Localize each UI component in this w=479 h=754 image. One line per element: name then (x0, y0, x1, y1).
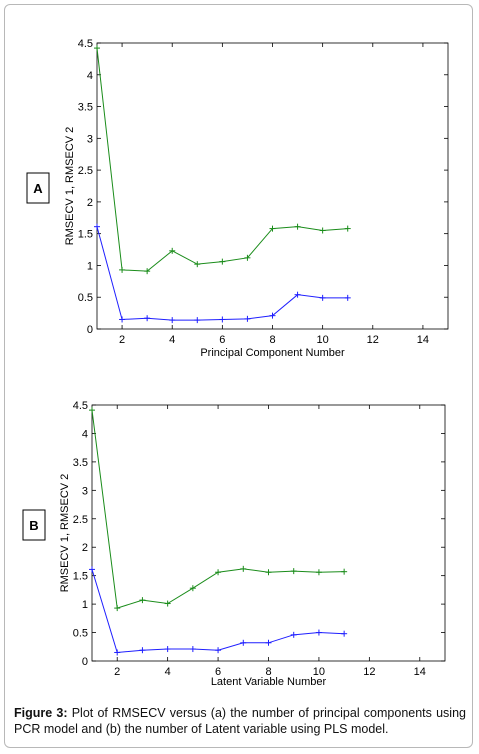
y-axis-label: RMSECV 1, RMSECV 2 (64, 127, 76, 246)
x-tick-label: 2 (119, 334, 125, 346)
y-axis-label: RMSECV 1, RMSECV 2 (59, 474, 71, 593)
data-point-marker (269, 312, 276, 319)
data-point-marker (219, 258, 226, 265)
x-tick-label: 4 (165, 666, 171, 678)
y-tick-label: 4.5 (78, 38, 93, 50)
series-line-2 (96, 226, 348, 321)
data-point-marker (319, 227, 326, 234)
data-point-marker (240, 639, 247, 646)
data-point-marker (319, 294, 326, 301)
data-point-marker (215, 647, 222, 654)
series-line-1 (91, 410, 345, 609)
data-point-marker (139, 647, 146, 654)
data-point-marker (344, 225, 351, 232)
y-tick-label: 1.5 (73, 571, 88, 583)
caption-label: Figure 3: (14, 706, 68, 720)
y-tick-label: 3 (87, 133, 93, 145)
x-tick-label: 12 (367, 334, 379, 346)
data-point-marker (169, 247, 176, 254)
y-tick-label: 3 (82, 485, 88, 497)
data-point-marker (144, 268, 151, 275)
data-point-marker (269, 225, 276, 232)
panel-label-box (22, 509, 46, 541)
data-point-marker (265, 639, 272, 646)
y-tick-label: 4.5 (73, 400, 88, 412)
data-point-marker (139, 597, 146, 604)
y-tick-label: 3.5 (73, 457, 88, 469)
figure-caption: Figure 3: Plot of RMSECV versus (a) the … (14, 705, 466, 737)
data-point-marker (244, 315, 251, 322)
data-point-marker (114, 605, 121, 612)
y-tick-label: 2.5 (78, 165, 93, 177)
data-point-marker (315, 629, 322, 636)
x-tick-label: 8 (265, 666, 271, 678)
plot-area (96, 42, 449, 330)
data-point-marker (244, 254, 251, 261)
x-tick-label: 4 (169, 334, 175, 346)
data-point-marker (169, 317, 176, 324)
data-point-marker (89, 566, 95, 573)
y-tick-label: 0.5 (78, 292, 93, 304)
data-point-marker (215, 569, 222, 576)
data-point-marker (294, 291, 301, 298)
chart-b: 0 0.5 1 1.5 2 2.5 3 3.5 4 4.5 2 4 6 8 10 12 14 Latent Var… (22, 400, 446, 688)
y-tick-label: 0 (82, 656, 88, 668)
y-tick-label: 2.5 (73, 514, 88, 526)
x-tick-label: 10 (317, 334, 329, 346)
data-point-marker (290, 631, 297, 638)
data-point-marker (94, 223, 100, 230)
data-point-marker (341, 630, 348, 637)
x-tick-label: 14 (417, 334, 429, 346)
series-line-1 (96, 48, 348, 272)
caption-text: Plot of RMSECV versus (a) the number of … (14, 706, 466, 736)
data-point-marker (189, 585, 196, 592)
y-tick-label: 1 (82, 599, 88, 611)
y-tick-label: 2 (87, 197, 93, 209)
data-point-marker (315, 569, 322, 576)
y-tick-label: 1.5 (78, 229, 93, 241)
data-point-marker (265, 569, 272, 576)
data-point-marker (194, 261, 201, 268)
x-tick-label: 14 (414, 666, 426, 678)
data-point-marker (119, 316, 126, 323)
x-tick-label: 10 (313, 666, 325, 678)
y-tick-label: 4 (87, 70, 93, 82)
chart-a: 0 0.5 1 1.5 2 2.5 3 3.5 4 4.5 2 4 6 8 10 12 14 Principal … (26, 38, 449, 359)
figure-frame (4, 4, 473, 748)
data-point-marker (240, 565, 247, 572)
x-tick-label: 2 (114, 666, 120, 678)
data-point-marker (144, 315, 151, 322)
data-point-marker (164, 646, 171, 653)
x-tick-label: 6 (215, 666, 221, 678)
panel-label: B (29, 518, 38, 533)
data-point-marker (194, 317, 201, 324)
data-point-marker (294, 223, 301, 230)
data-point-marker (114, 649, 121, 656)
y-tick-label: 3.5 (78, 102, 93, 114)
data-point-marker (164, 600, 171, 607)
data-point-marker (219, 316, 226, 323)
data-point-marker (341, 568, 348, 575)
data-point-marker (119, 266, 126, 273)
data-point-marker (89, 407, 95, 414)
series-line-2 (91, 569, 345, 654)
x-tick-label: 6 (219, 334, 225, 346)
panel-label-box (26, 172, 50, 204)
x-axis-label: Latent Variable Number (211, 676, 327, 688)
data-point-marker (344, 294, 351, 301)
data-point-marker (290, 568, 297, 575)
y-tick-label: 2 (82, 542, 88, 554)
data-point-marker (189, 646, 196, 653)
y-tick-label: 1 (87, 260, 93, 272)
y-tick-label: 4 (82, 428, 88, 440)
panel-label: A (33, 181, 43, 196)
x-tick-label: 12 (363, 666, 375, 678)
y-tick-label: 0.5 (73, 628, 88, 640)
x-tick-label: 8 (269, 334, 275, 346)
data-point-marker (94, 45, 100, 52)
y-tick-label: 0 (87, 324, 93, 336)
x-axis-label: Principal Component Number (200, 347, 345, 359)
plot-area (91, 404, 446, 662)
